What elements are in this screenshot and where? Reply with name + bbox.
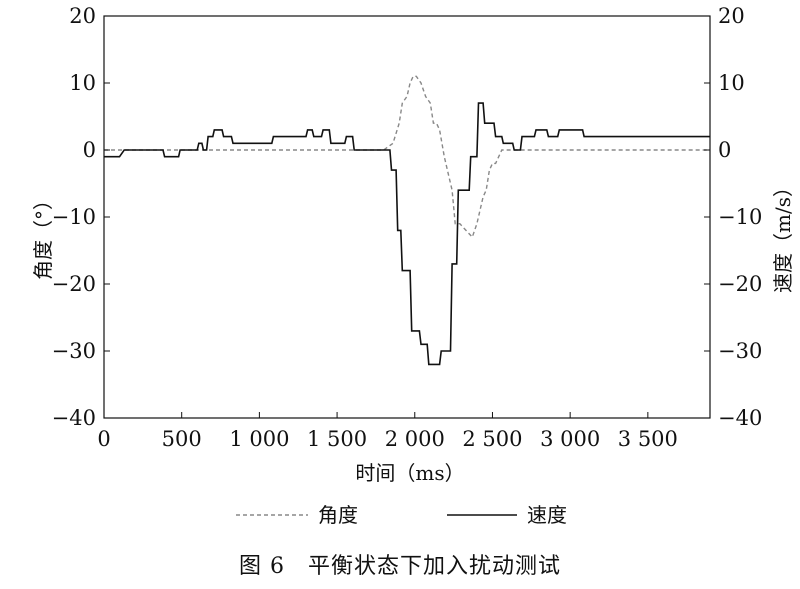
y-tick-label-right: −20 [718, 272, 762, 296]
x-tick-label: 3 000 [540, 427, 600, 451]
legend-label-speed: 速度 [527, 503, 567, 527]
series-line-angle [104, 75, 710, 239]
y-tick-label-right: 20 [718, 4, 745, 28]
y-tick-label-left: −10 [52, 205, 96, 229]
x-tick-label: 500 [162, 427, 202, 451]
x-axis-label: 时间（ms） [355, 461, 464, 485]
x-tick-label: 2 000 [385, 427, 445, 451]
y-tick-label-right: −30 [718, 339, 762, 363]
series-line-speed [104, 102, 710, 366]
figure-caption: 图 6 平衡状态下加入扰动测试 [239, 554, 561, 579]
y-tick-label-left: 0 [83, 138, 96, 162]
x-tick-label: 3 500 [618, 427, 678, 451]
y-tick-label-left: 10 [69, 71, 96, 95]
y-tick-label-left: −40 [52, 406, 96, 430]
y-axis-right-label: 速度（m/s） [771, 177, 795, 293]
y-tick-label-left: −20 [52, 272, 96, 296]
legend: 角度 速度 [236, 503, 567, 527]
y-tick-label-left: −30 [52, 339, 96, 363]
y-tick-label-right: 0 [718, 138, 731, 162]
y-tick-label-right: −40 [718, 406, 762, 430]
y-tick-label-left: 20 [69, 4, 96, 28]
y-axis-left-label: 角度（°） [31, 190, 55, 280]
y-tick-label-right: 10 [718, 71, 745, 95]
legend-label-angle: 角度 [318, 503, 358, 527]
plot-frame [103, 15, 711, 419]
x-tick-label: 1 000 [229, 427, 289, 451]
x-tick-label: 0 [97, 427, 110, 451]
y-tick-label-right: −10 [718, 205, 762, 229]
x-tick-label: 2 500 [462, 427, 522, 451]
x-tick-label: 1 500 [307, 427, 367, 451]
